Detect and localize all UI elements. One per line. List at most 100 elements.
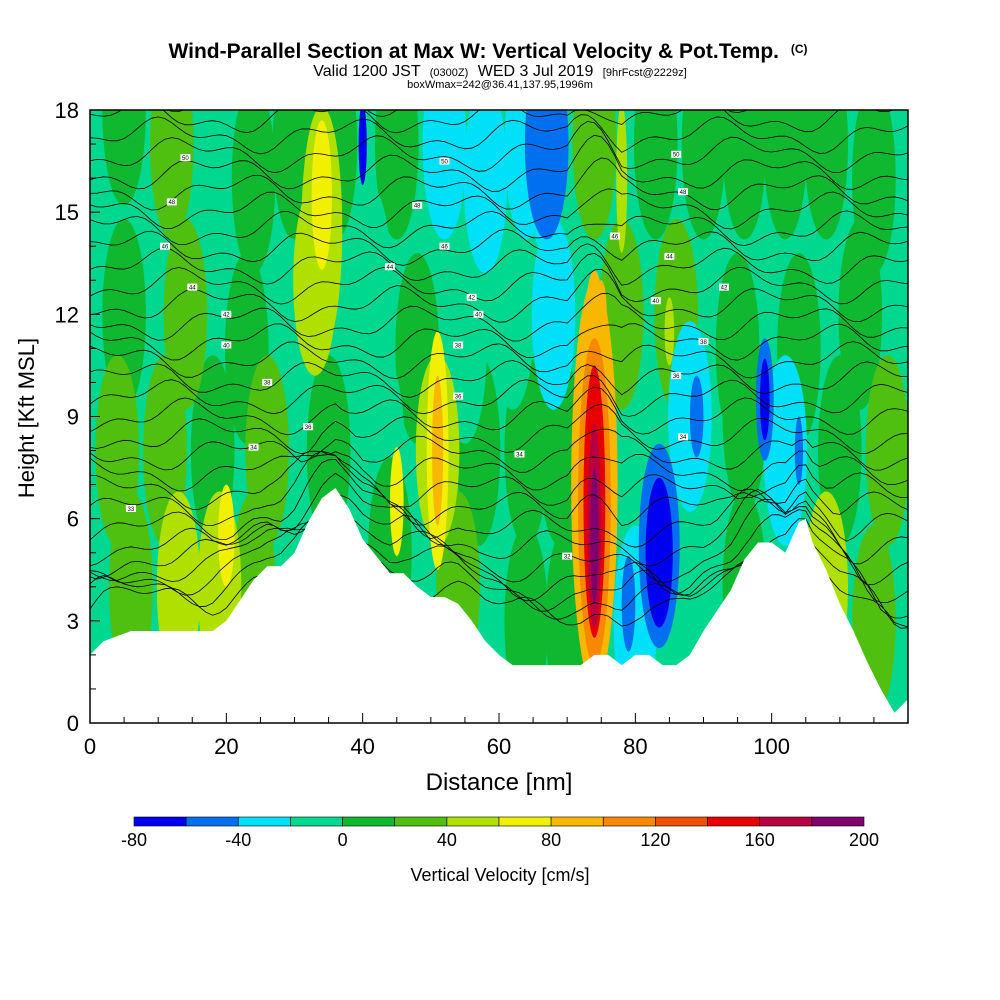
theta-label-text: 38	[264, 381, 271, 387]
theta-contour	[90, 188, 908, 230]
velocity-cell	[794, 416, 804, 485]
velocity-cell	[595, 280, 607, 349]
velocity-cell	[358, 110, 367, 185]
theta-label-box	[221, 341, 232, 349]
velocity-cell	[172, 494, 185, 577]
subtitle-zulu: (0300Z)	[430, 67, 469, 79]
theta-label: 42	[221, 310, 232, 319]
theta-contour	[90, 360, 908, 398]
theta-label: 36	[303, 423, 314, 431]
velocity-cell	[375, 110, 419, 240]
theta-label-box	[248, 443, 259, 451]
y-tick-label: 6	[67, 507, 79, 532]
theta-label: 44	[664, 252, 675, 261]
subtitle-forecast: [9hrFcst@2229z]	[603, 67, 687, 79]
theta-contour	[90, 228, 908, 266]
theta-label-box	[562, 552, 573, 560]
theta-label-text: 38	[700, 340, 707, 346]
velocity-cell	[524, 110, 569, 240]
velocity-cell	[664, 297, 675, 366]
y-tick-label: 3	[67, 609, 79, 634]
chart-title: Wind-Parallel Section at Max W: Vertical…	[168, 40, 807, 63]
chart-title-text: Wind-Parallel Section at Max W: Vertical…	[168, 40, 779, 63]
velocity-cell	[590, 467, 599, 604]
theta-label-text: 36	[455, 394, 462, 400]
theta-contour	[90, 375, 908, 417]
velocity-cell	[616, 110, 628, 253]
velocity-cell	[390, 447, 404, 557]
theta-label-text: 42	[468, 296, 475, 302]
colorbar-swatch	[238, 816, 291, 827]
theta-label: 50	[180, 154, 191, 162]
theta-label-text: 44	[189, 285, 196, 291]
y-tick-label: 9	[67, 405, 79, 430]
colorbar-swatch	[290, 816, 343, 827]
theta-label-box	[664, 252, 675, 260]
theta-label-box	[160, 242, 170, 250]
theta-label: 34	[678, 433, 688, 441]
colorbar-swatch	[707, 816, 760, 827]
theta-label: 50	[671, 150, 682, 159]
theta-label-text: 34	[680, 435, 687, 441]
theta-label-text: 38	[455, 343, 462, 349]
colorbar-swatch	[446, 816, 500, 827]
velocity-cell	[347, 184, 392, 376]
theta-label: 36	[453, 392, 464, 400]
colorbar-swatch	[133, 816, 187, 827]
theta-label: 48	[412, 201, 423, 210]
theta-label-box	[303, 423, 314, 431]
theta-label-box	[473, 310, 484, 318]
theta-label-box	[453, 341, 464, 349]
velocity-cell	[865, 355, 908, 546]
colorbar-tick-labels: -80 -40 0 40 80 120 160 200	[121, 830, 879, 850]
colorbar-swatches	[133, 816, 865, 827]
theta-contour	[90, 494, 908, 586]
y-tick-label: 18	[55, 98, 79, 123]
theta-label-text: 46	[612, 234, 619, 240]
theta-label: 32	[562, 552, 573, 560]
theta-contour	[90, 458, 908, 548]
theta-label: 33	[125, 505, 136, 513]
chart-subtitle-box-wmax: boxWmax=242@36.41,137.95,1996m	[407, 79, 593, 91]
theta-label-text: 42	[721, 285, 728, 291]
theta-contour	[90, 403, 908, 455]
theta-label: 42	[466, 293, 477, 302]
x-axis-tick-labels: 0 20 40 60 80 100	[84, 734, 790, 759]
colorbar-swatch	[550, 816, 604, 827]
colorbar-swatch	[498, 816, 552, 827]
theta-label: 36	[671, 372, 682, 380]
velocity-cell	[572, 110, 617, 240]
theta-contour	[90, 292, 908, 342]
theta-label: 38	[698, 338, 709, 346]
theta-label-text: 46	[162, 245, 169, 251]
theta-contour	[90, 114, 908, 155]
theta-label: 48	[678, 188, 688, 196]
velocity-cell	[311, 120, 332, 270]
theta-label-box	[166, 198, 177, 206]
theta-label-text: 40	[652, 299, 659, 305]
x-axis-label: Distance [nm]	[426, 769, 573, 796]
theta-contour	[90, 268, 908, 323]
colorbar-swatch	[394, 816, 448, 827]
theta-label-text: 50	[673, 153, 680, 159]
colorbar-swatch	[342, 816, 396, 827]
theta-label: 38	[453, 341, 464, 349]
theta-contour	[90, 509, 908, 603]
theta-label-text: 36	[673, 374, 680, 380]
theta-label-text: 48	[168, 200, 175, 206]
theta-contour	[90, 323, 908, 361]
colorbar-swatch	[759, 816, 813, 827]
theta-contour	[90, 428, 908, 473]
theta-label: 38	[262, 378, 273, 387]
velocity-cell	[432, 375, 444, 526]
theta-label-text: 50	[441, 159, 448, 165]
theta-label: 40	[473, 310, 484, 319]
theta-label-box	[514, 450, 525, 458]
velocity-cell	[231, 110, 276, 274]
theta-label: 44	[384, 263, 395, 271]
theta-label-text: 44	[666, 255, 673, 261]
theta-label-text: 50	[182, 156, 189, 162]
x-tick-label: 80	[623, 734, 647, 759]
theta-contour	[90, 243, 908, 286]
